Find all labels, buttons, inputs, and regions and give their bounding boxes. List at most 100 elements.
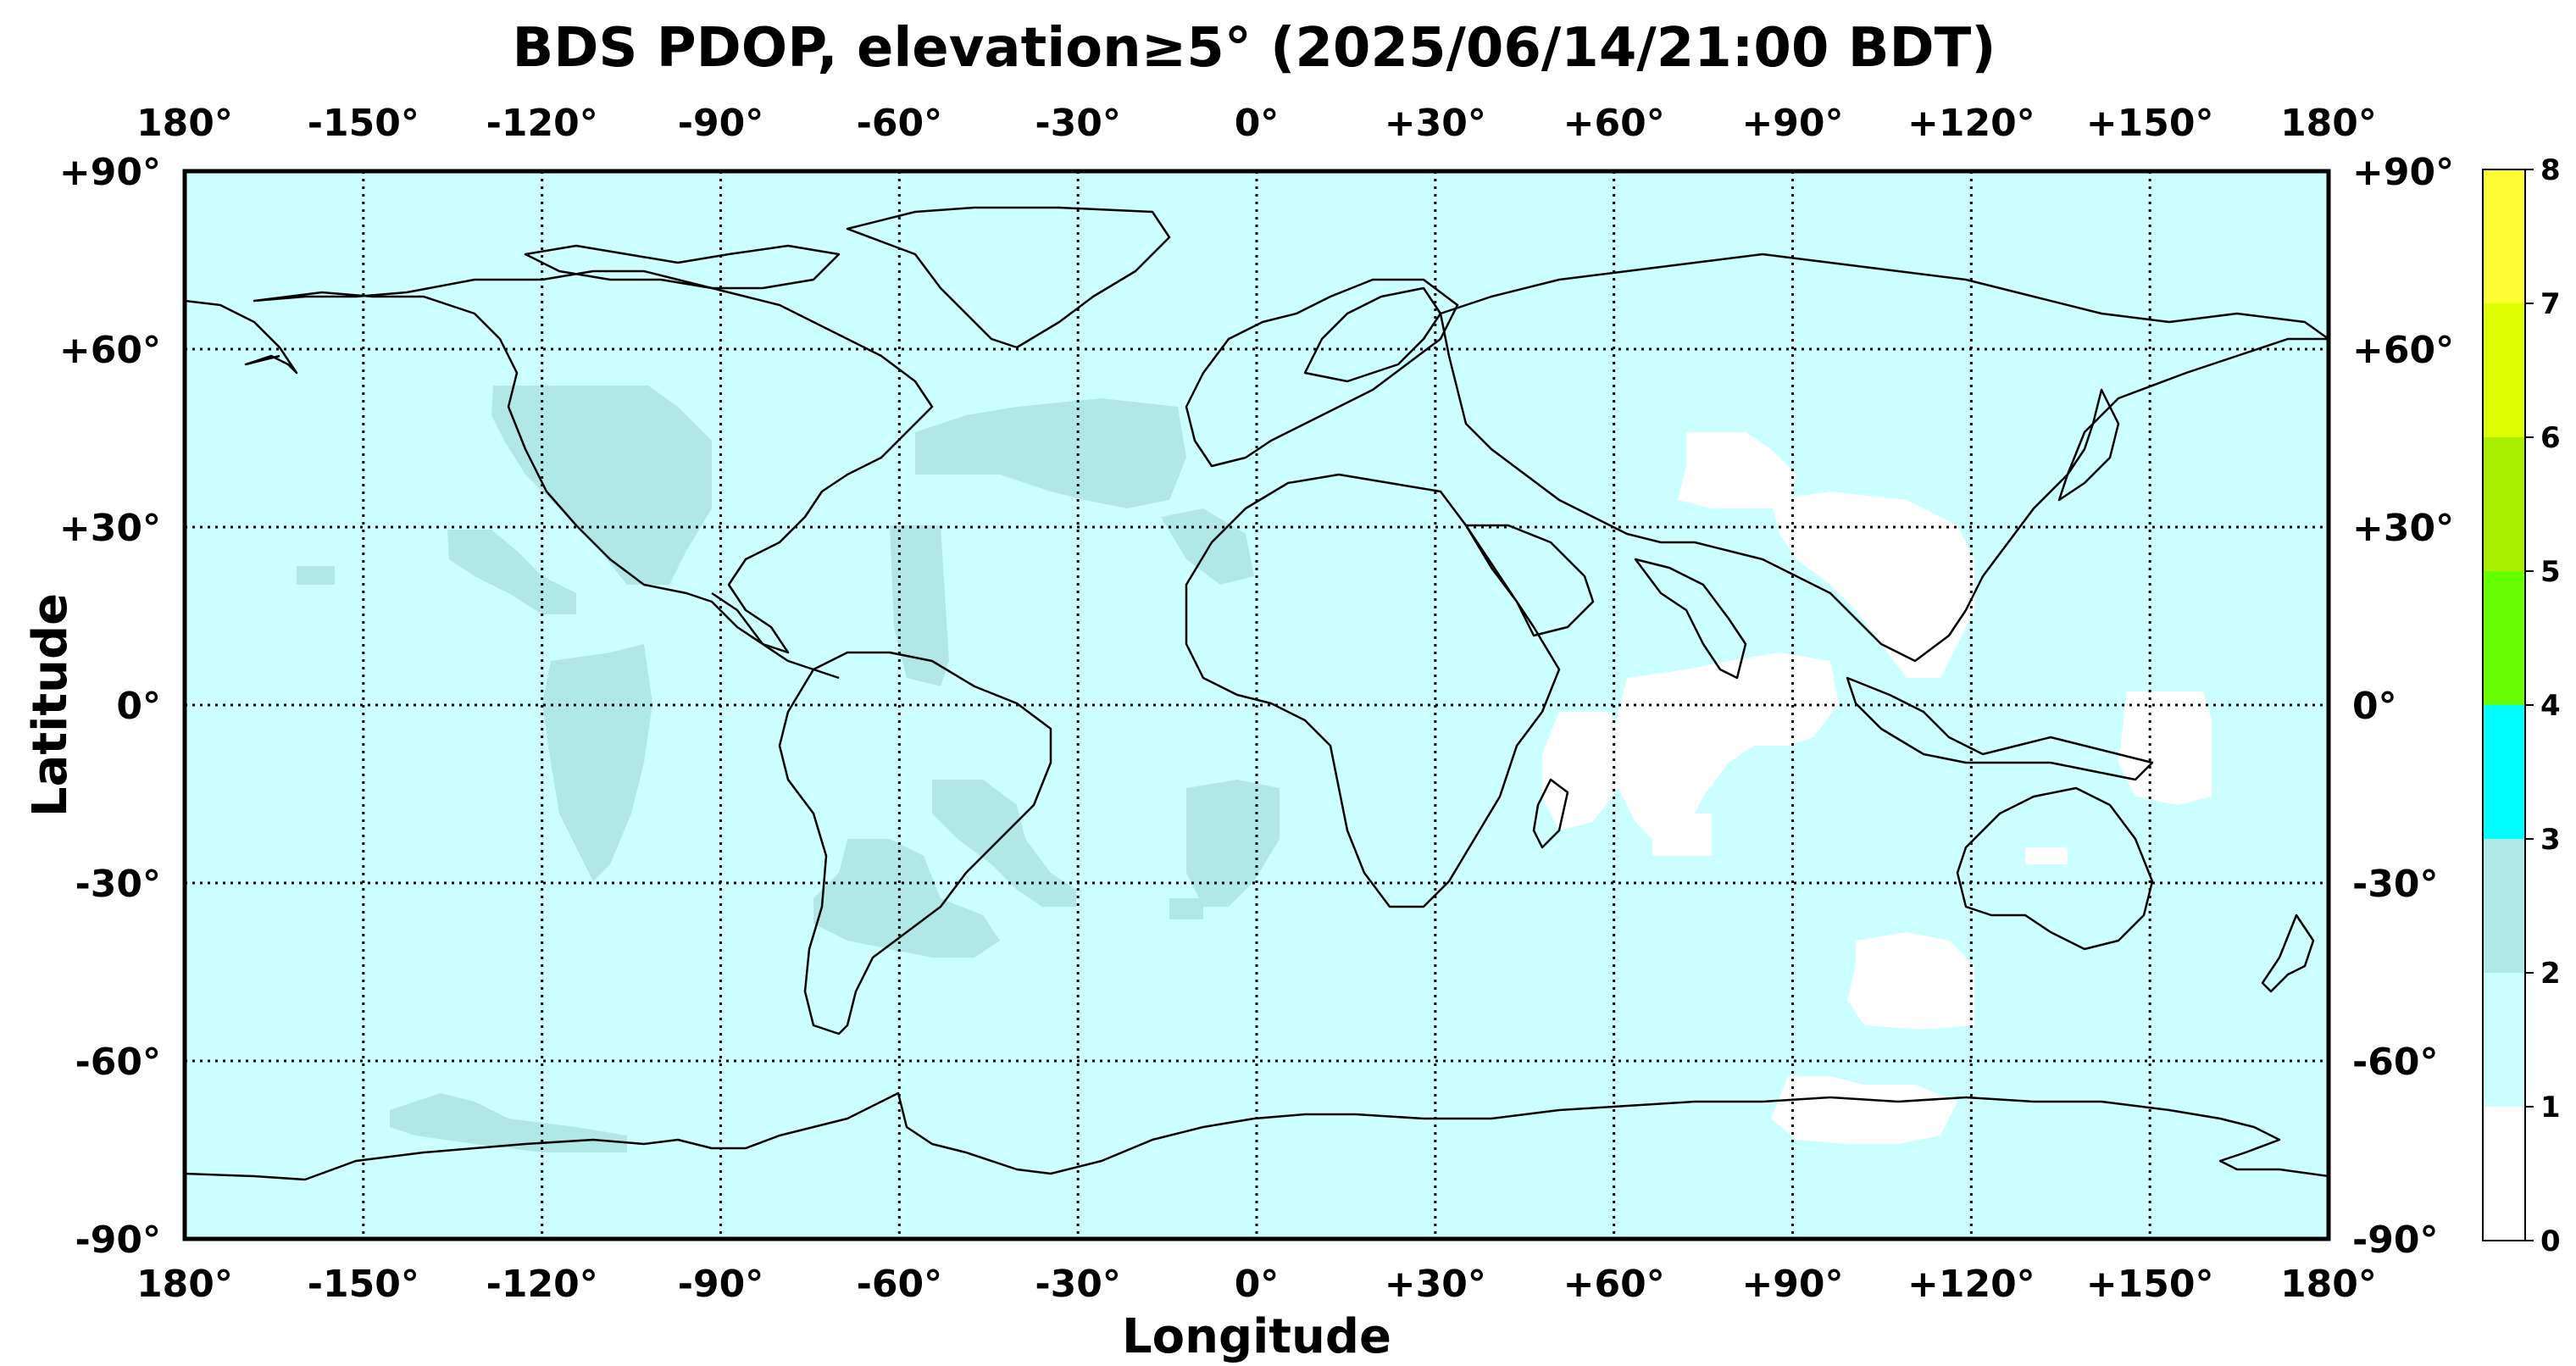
latitude-ticks-right: +90° +60° +30° 0° -30° -60° -90° — [2352, 151, 2454, 1262]
pdop-region-south-atlantic-small — [1169, 898, 1203, 919]
lat-tick-label: -30° — [75, 863, 162, 906]
coast-europe — [1185, 278, 1459, 468]
lon-tick-label: 180° — [136, 1263, 233, 1306]
lon-tick-label: -150° — [308, 1263, 419, 1306]
colorbar-segment — [2483, 303, 2525, 437]
pdop-region-indian-ocean-patch — [1652, 813, 1712, 856]
pdop-region-tibet-china — [1771, 491, 1974, 678]
colorbar-segment — [2483, 973, 2525, 1107]
lat-tick-label: -90° — [2352, 1219, 2439, 1262]
lon-tick-label: -120° — [486, 102, 598, 145]
colorbar-tick-label: 3 — [2540, 823, 2561, 857]
pdop-0-1-regions — [1542, 432, 2212, 1144]
pdop-region-north-america — [491, 386, 712, 585]
lon-tick-label: +90° — [1741, 102, 1843, 145]
lon-tick-label: 0° — [1235, 1263, 1280, 1306]
lon-tick-label: +120° — [1907, 1263, 2035, 1306]
lat-tick-label: 0° — [116, 685, 161, 728]
chart-title: BDS PDOP, elevation≥5° (2025/06/14/21:00… — [512, 17, 1996, 80]
lat-tick-label: -60° — [2352, 1041, 2439, 1084]
lat-tick-label: +90° — [59, 151, 161, 194]
coast-arabia — [1464, 524, 1595, 637]
coast-greenland — [846, 206, 1171, 349]
colorbar: 0 1 2 3 4 5 6 7 8 — [2482, 153, 2561, 1258]
colorbar-segment — [2483, 437, 2525, 571]
coast-southeast-asia-islands — [1846, 676, 2154, 781]
colorbar-segment — [2483, 571, 2525, 705]
lat-tick-label: -30° — [2352, 863, 2439, 906]
colorbar-tick-label: 7 — [2540, 287, 2561, 321]
graticule — [185, 171, 2329, 1239]
map-plot-area — [182, 169, 2331, 1241]
lon-tick-label: 0° — [1235, 102, 1280, 145]
colorbar-tick-label: 1 — [2540, 1091, 2561, 1124]
colorbar-segment — [2483, 705, 2525, 839]
lon-tick-label: 180° — [136, 102, 233, 145]
colorbar-segment — [2483, 1107, 2525, 1241]
lon-tick-label: -30° — [1035, 1263, 1121, 1306]
lon-tick-label: +90° — [1741, 1263, 1843, 1306]
longitude-ticks-top: 180° -150° -120° -90° -60° -30° 0° +30° +60° +90°… — [136, 102, 2377, 145]
lon-tick-label: 180° — [2280, 102, 2377, 145]
pdop-region-west-pacific — [2118, 691, 2212, 805]
coast-south-america — [778, 651, 1052, 1036]
lon-tick-label: -90° — [678, 102, 764, 145]
y-axis-label: Latitude — [23, 593, 78, 817]
lat-tick-label: -60° — [75, 1041, 162, 1084]
pdop-region-hawaii — [297, 566, 335, 585]
pdop-region-mid-atlantic — [890, 525, 949, 686]
lon-tick-label: +30° — [1385, 102, 1486, 145]
lon-tick-label: +150° — [2086, 102, 2214, 145]
pdop-region-north-atlantic — [915, 398, 1186, 508]
coast-new-zealand — [2261, 913, 2315, 993]
pdop-2-3-regions — [297, 386, 1280, 1152]
colorbar-tick-label: 2 — [2540, 957, 2561, 991]
pdop-region-antarctic-indian — [1771, 1076, 1957, 1144]
coast-asia — [1439, 253, 2330, 663]
pdop-region-indian-ocean-south — [1542, 712, 1627, 830]
lat-tick-label: -90° — [75, 1219, 162, 1262]
lon-tick-label: 180° — [2280, 1263, 2377, 1306]
colorbar-tick-label: 4 — [2540, 689, 2561, 723]
pdop-region-indian-ocean-north — [1610, 652, 1839, 847]
coast-arctic-islands — [524, 244, 841, 290]
lon-tick-label: -150° — [308, 102, 419, 145]
lon-tick-label: +150° — [2086, 1263, 2214, 1306]
lon-tick-label: +30° — [1385, 1263, 1486, 1306]
pdop-region-central-asia — [1678, 432, 1796, 508]
lat-tick-label: +90° — [2352, 151, 2454, 194]
x-axis-label: Longitude — [1122, 1309, 1391, 1364]
lon-tick-label: +60° — [1563, 1263, 1665, 1306]
lon-tick-label: -120° — [486, 1263, 598, 1306]
pdop-region-coral-sea — [2025, 847, 2068, 864]
colorbar-tick-label: 5 — [2540, 555, 2561, 589]
lon-tick-label: +120° — [1907, 102, 2035, 145]
pdop-region-brazil — [932, 780, 1076, 907]
pdop-region-argentina — [813, 839, 1000, 958]
pdop-region-east-pacific — [447, 530, 576, 614]
colorbar-segment — [2483, 169, 2525, 303]
lat-tick-label: +30° — [2352, 507, 2454, 550]
lat-tick-label: +30° — [59, 507, 161, 550]
colorbar-segment — [2483, 839, 2525, 973]
lon-tick-label: -60° — [857, 102, 943, 145]
coast-madagascar — [1532, 778, 1569, 849]
coast-africa — [1185, 473, 1561, 908]
coast-north-america — [253, 269, 934, 654]
coast-australia — [1956, 786, 2154, 951]
latitude-ticks-left: +90° +60° +30° 0° -30° -60° -90° — [59, 151, 161, 1262]
lat-tick-label: +60° — [59, 329, 161, 372]
lon-tick-label: -60° — [857, 1263, 943, 1306]
lon-tick-label: -90° — [678, 1263, 764, 1306]
colorbar-tick-label: 8 — [2540, 153, 2561, 187]
coast-central-america — [711, 591, 840, 680]
pdop-region-southern-ocean — [1847, 932, 1974, 1030]
lat-tick-label: +60° — [2352, 329, 2454, 372]
longitude-ticks-bottom: 180° -150° -120° -90° -60° -30° 0° +30° +60° +90°… — [136, 1263, 2377, 1306]
pdop-region-south-pacific — [542, 644, 652, 881]
coastlines — [184, 206, 2330, 1181]
coast-india — [1634, 558, 1747, 680]
lon-tick-label: -30° — [1035, 102, 1121, 145]
pdop-region-antarctic-pacific — [390, 1093, 627, 1152]
